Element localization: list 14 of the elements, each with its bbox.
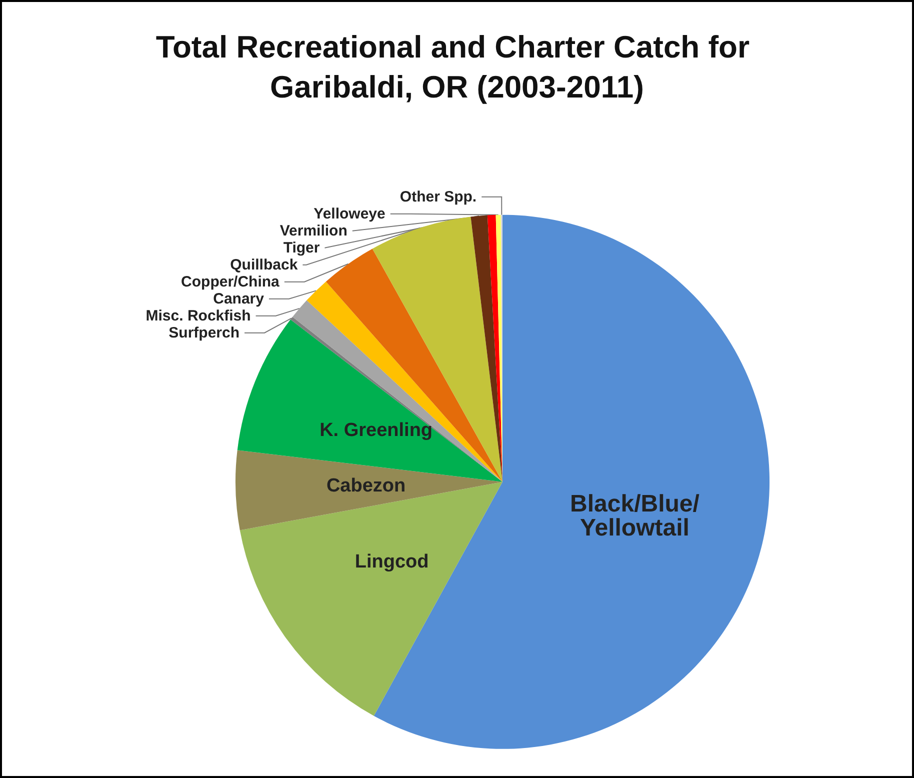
slice-label: Other Spp. xyxy=(400,188,477,206)
slice-label: Copper/China xyxy=(181,273,280,290)
chart-title: Total Recreational and Charter Catch for Garibaldi, OR (2003-2011) xyxy=(156,30,758,104)
slice-label: Canary xyxy=(213,290,265,308)
slice-label: Black/Blue/Yellowtail xyxy=(570,490,700,542)
slice-label: Surfperch xyxy=(168,324,240,342)
slice-label: Misc. Rockfish xyxy=(146,307,251,324)
slice-label: Cabezon xyxy=(326,476,406,497)
slice-label: Yelloweye xyxy=(314,205,386,222)
slice-label: Tiger xyxy=(283,239,320,256)
slice-label: Quillback xyxy=(230,256,298,274)
slice-label: Lingcod xyxy=(354,551,429,572)
slice-label: K. Greenling xyxy=(320,420,433,441)
slice-label: Vermilion xyxy=(280,222,348,240)
